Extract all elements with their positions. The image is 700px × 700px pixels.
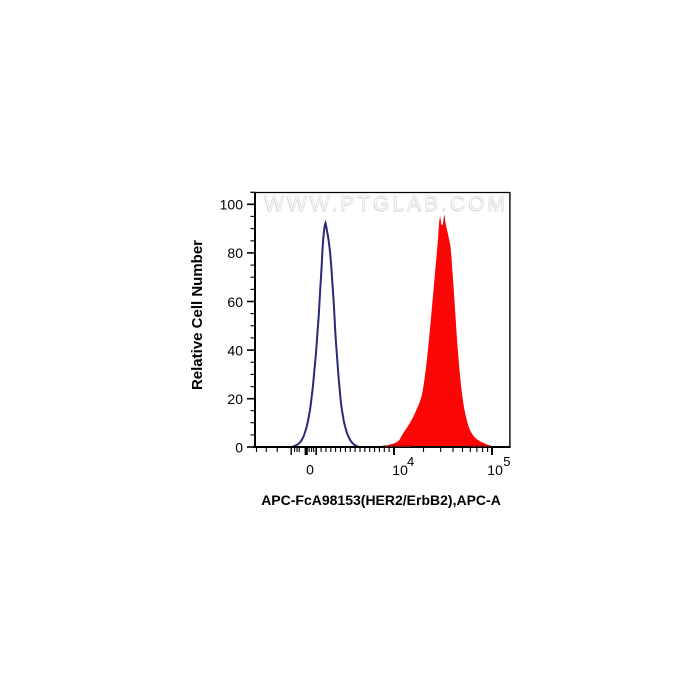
svg-text:4: 4 [407, 454, 414, 469]
svg-text:0: 0 [235, 439, 243, 455]
svg-text:60: 60 [227, 294, 243, 310]
svg-text:80: 80 [227, 245, 243, 261]
svg-text:5: 5 [503, 454, 510, 469]
svg-text:20: 20 [227, 391, 243, 407]
svg-text:0: 0 [306, 462, 314, 478]
svg-text:10: 10 [392, 462, 408, 478]
svg-text:APC-FcA98153(HER2/ErbB2),APC-A: APC-FcA98153(HER2/ErbB2),APC-A [261, 492, 501, 508]
svg-text:Relative Cell Number: Relative Cell Number [189, 240, 206, 390]
svg-text:10: 10 [487, 462, 503, 478]
svg-text:WWW.PTGLAB.COM: WWW.PTGLAB.COM [264, 192, 508, 215]
svg-text:100: 100 [220, 197, 244, 213]
svg-text:40: 40 [227, 342, 243, 358]
svg-text:WWW.PTGLAB.COM: WWW.PTGLAB.COM [264, 193, 508, 216]
